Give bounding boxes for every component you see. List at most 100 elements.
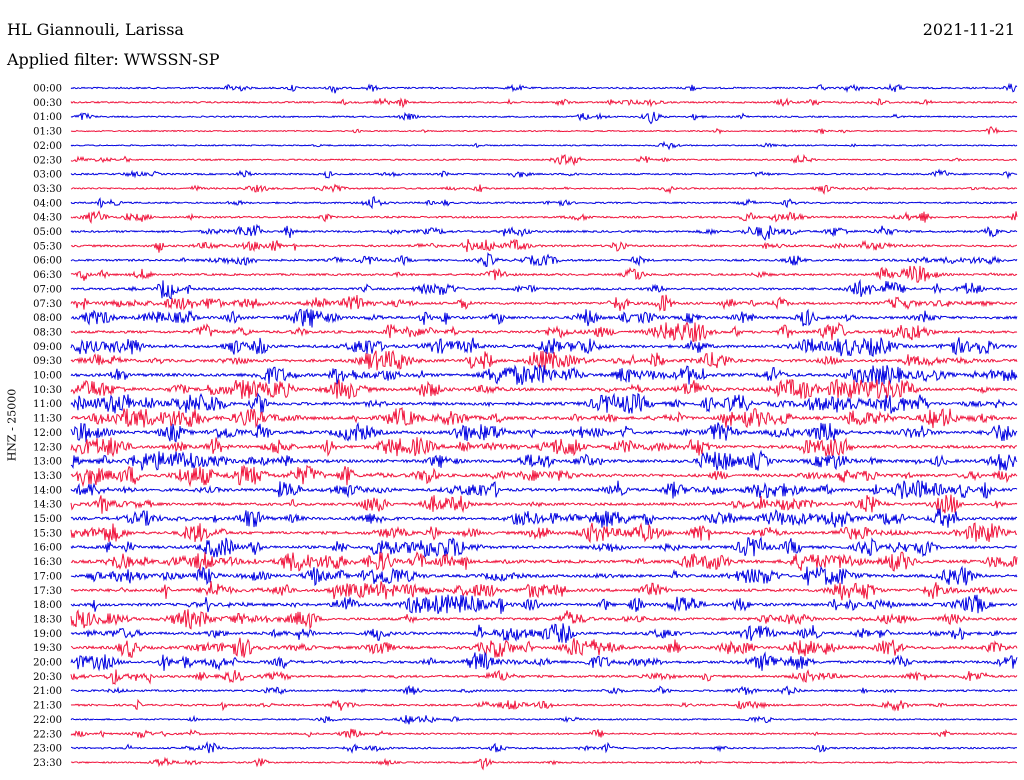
time-tick-label: 23:00	[33, 744, 62, 755]
trace-row	[70, 364, 1018, 385]
trace-row	[70, 349, 1018, 371]
trace-row	[70, 421, 1018, 443]
time-tick-label: 07:30	[33, 299, 62, 310]
trace-row	[70, 728, 1018, 739]
date-label: 2021-11-21	[922, 20, 1015, 39]
time-tick-label: 19:30	[33, 643, 62, 654]
time-tick-label: 04:30	[33, 213, 62, 224]
trace-row	[70, 252, 1018, 268]
time-tick-label: 22:30	[33, 729, 62, 740]
time-tick-label: 20:00	[33, 658, 62, 669]
time-tick-label: 21:30	[33, 701, 62, 712]
trace-row	[70, 183, 1018, 195]
trace-row	[70, 140, 1018, 151]
time-tick-label: 15:00	[33, 514, 62, 525]
trace-row	[70, 153, 1018, 167]
time-tick-label: 00:30	[33, 98, 62, 109]
trace-row	[70, 168, 1018, 180]
time-tick-label: 15:30	[33, 528, 62, 539]
trace-row	[70, 407, 1018, 429]
trace-row	[70, 594, 1018, 615]
trace-row	[70, 195, 1018, 210]
time-tick-label: 11:30	[33, 414, 62, 425]
time-tick-label: 12:00	[33, 428, 62, 439]
trace-row	[70, 294, 1018, 312]
trace-row	[70, 565, 1018, 587]
filter-label: Applied filter: WWSSN-SP	[7, 50, 220, 69]
trace-row	[70, 651, 1018, 672]
time-tick-label: 06:30	[33, 270, 62, 281]
trace-row	[70, 609, 1018, 630]
time-tick-label: 22:00	[33, 715, 62, 726]
trace-row	[70, 321, 1018, 342]
time-tick-label: 16:00	[33, 543, 62, 554]
trace-row	[70, 449, 1018, 471]
time-tick-label: 16:30	[33, 557, 62, 568]
time-tick-label: 03:30	[33, 184, 62, 195]
trace-row	[70, 714, 1018, 725]
trace-row	[70, 82, 1018, 94]
trace-row	[70, 392, 1018, 414]
time-tick-label: 07:00	[33, 284, 62, 295]
trace-row	[70, 508, 1018, 528]
trace-row	[70, 126, 1018, 135]
trace-row	[70, 278, 1018, 300]
time-tick-label: 18:30	[33, 614, 62, 625]
station-title: HL Giannouli, Larissa	[7, 20, 184, 39]
trace-row	[70, 223, 1018, 241]
time-tick-label: 12:30	[33, 442, 62, 453]
trace-row	[70, 97, 1018, 109]
time-tick-label: 01:00	[33, 112, 62, 123]
time-tick-label: 04:00	[33, 198, 62, 209]
time-tick-label: 18:00	[33, 600, 62, 611]
trace-row	[70, 111, 1018, 125]
time-tick-label: 02:00	[33, 141, 62, 152]
trace-row	[70, 479, 1018, 499]
trace-row	[70, 436, 1018, 458]
time-tick-label: 08:30	[33, 327, 62, 338]
trace-row	[70, 494, 1018, 514]
trace-row	[70, 698, 1018, 712]
trace-row	[70, 580, 1018, 601]
time-tick-label: 10:00	[33, 371, 62, 382]
time-tick-label: 03:00	[33, 170, 62, 181]
time-tick-label: 13:30	[33, 471, 62, 482]
trace-row	[70, 522, 1018, 544]
trace-row	[70, 623, 1018, 644]
time-tick-label: 14:00	[33, 485, 62, 496]
time-tick-label: 13:00	[33, 457, 62, 468]
trace-row	[70, 756, 1018, 771]
time-tick-label: 19:00	[33, 629, 62, 640]
time-tick-label: 14:30	[33, 500, 62, 511]
trace-row	[70, 464, 1018, 488]
trace-row	[70, 637, 1018, 658]
time-tick-label: 21:00	[33, 686, 62, 697]
time-tick-label: 08:00	[33, 313, 62, 324]
time-tick-label: 23:30	[33, 758, 62, 769]
trace-row	[70, 238, 1018, 253]
time-tick-label: 02:30	[33, 155, 62, 166]
trace-row	[70, 265, 1018, 283]
trace-row	[70, 308, 1018, 328]
trace-row	[70, 669, 1018, 686]
time-tick-label: 11:00	[33, 399, 62, 410]
time-tick-label: 09:00	[33, 342, 62, 353]
time-tick-label: 09:30	[33, 356, 62, 367]
time-tick-label: 05:30	[33, 241, 62, 252]
trace-row	[70, 551, 1018, 572]
trace-row	[70, 684, 1018, 696]
trace-row	[70, 378, 1018, 400]
trace-row	[70, 337, 1018, 357]
trace-row	[70, 740, 1018, 754]
time-tick-label: 10:30	[33, 385, 62, 396]
time-tick-label: 05:00	[33, 227, 62, 238]
time-tick-label: 00:00	[33, 84, 62, 95]
trace-row	[70, 210, 1018, 224]
time-tick-label: 20:30	[33, 672, 62, 683]
time-tick-label: 06:00	[33, 256, 62, 267]
time-tick-label: 17:30	[33, 586, 62, 597]
trace-row	[70, 536, 1018, 558]
time-tick-label: 17:00	[33, 571, 62, 582]
time-tick-label: 01:30	[33, 127, 62, 138]
